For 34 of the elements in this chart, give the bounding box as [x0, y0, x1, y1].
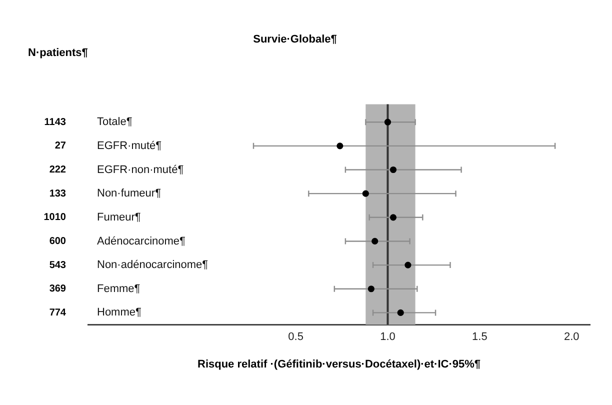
x-tick-label: 2.0 — [564, 331, 580, 344]
point — [372, 238, 378, 245]
text: 133 — [49, 188, 66, 200]
point — [390, 214, 397, 221]
text: 222 — [49, 164, 66, 176]
point — [397, 309, 404, 316]
y-tick-label: Femme¶ — [97, 282, 140, 295]
point — [404, 262, 412, 268]
text: 774 — [49, 307, 66, 318]
text: 1010 — [44, 212, 66, 224]
point — [390, 166, 397, 174]
y-tick-label: EGFR·muté¶ — [97, 140, 162, 152]
x-tick-label: 1.5 — [472, 331, 488, 344]
point — [362, 190, 369, 197]
text: 1143 — [44, 116, 66, 128]
x-axis-title: Risque relatif ·(Géfitinib·versus·Docétaxel)·et·IC·95%¶ — [197, 358, 481, 370]
text: 600 — [49, 236, 66, 247]
chart-title: Survie·Globale¶ — [253, 34, 337, 46]
text: 543 — [49, 260, 66, 271]
y-tick-label: EGFR·non·muté¶ — [97, 164, 184, 176]
x-tick-label: 1.0 — [380, 331, 396, 344]
y-tick-label: Adénocarcinome¶ — [97, 235, 186, 248]
y-tick-label: Totale¶ — [97, 116, 132, 128]
y-tick-label: Non·adénocarcinome¶ — [97, 259, 208, 272]
y-tick-label: Non·fumeur¶ — [97, 188, 162, 200]
text: 369 — [49, 284, 66, 295]
y-tick-label: Fumeur¶ — [97, 211, 141, 224]
point — [368, 286, 374, 292]
point — [384, 118, 392, 126]
text: N·patients¶ — [28, 47, 88, 60]
text: 27 — [54, 140, 66, 152]
x-tick-label: 0.5 — [288, 331, 304, 344]
point — [336, 142, 344, 150]
y-tick-label: Homme¶ — [97, 306, 142, 319]
